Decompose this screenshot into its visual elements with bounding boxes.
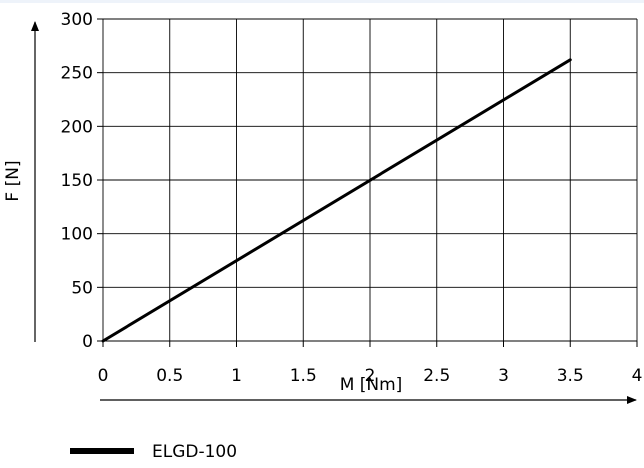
y-tick-label: 250 xyxy=(61,64,93,84)
y-tick-label: 50 xyxy=(71,278,93,298)
y-tick-label: 300 xyxy=(61,10,93,30)
grid xyxy=(97,18,638,347)
y-tick-label: 0 xyxy=(82,332,93,352)
y-tick-label: 150 xyxy=(61,171,93,191)
legend-swatch xyxy=(70,448,134,454)
series-layer xyxy=(101,58,572,343)
chart: 0 0.5 1 1.5 2 2.5 3 3.5 4 0 50 100 150 200 250 300 F [… xyxy=(3,10,643,404)
y-axis-title: F [N] xyxy=(3,160,23,201)
x-tick-label: 4 xyxy=(632,366,643,386)
legend: ELGD-100 xyxy=(70,441,270,465)
x-tick-label: 1.5 xyxy=(290,366,317,386)
x-tick-label: 2 xyxy=(365,366,376,386)
series-line-elgd-100 xyxy=(101,58,572,343)
y-tick-labels: 0 50 100 150 200 250 300 xyxy=(61,10,93,352)
y-tick-label: 100 xyxy=(61,225,93,245)
x-tick-label: 0.5 xyxy=(156,366,183,386)
x-tick-label: 3.5 xyxy=(557,366,584,386)
top-band xyxy=(0,0,644,3)
x-tick-label: 1 xyxy=(231,366,242,386)
x-tick-labels: 0 0.5 1 1.5 2 2.5 3 3.5 4 xyxy=(98,366,643,386)
x-tick-label: 0 xyxy=(98,366,109,386)
x-tick-label: 3 xyxy=(498,366,509,386)
x-axis-title: M [Nm] xyxy=(340,375,403,395)
y-tick-label: 200 xyxy=(61,117,93,137)
x-tick-label: 2.5 xyxy=(423,366,450,386)
legend-label: ELGD-100 xyxy=(152,442,238,462)
